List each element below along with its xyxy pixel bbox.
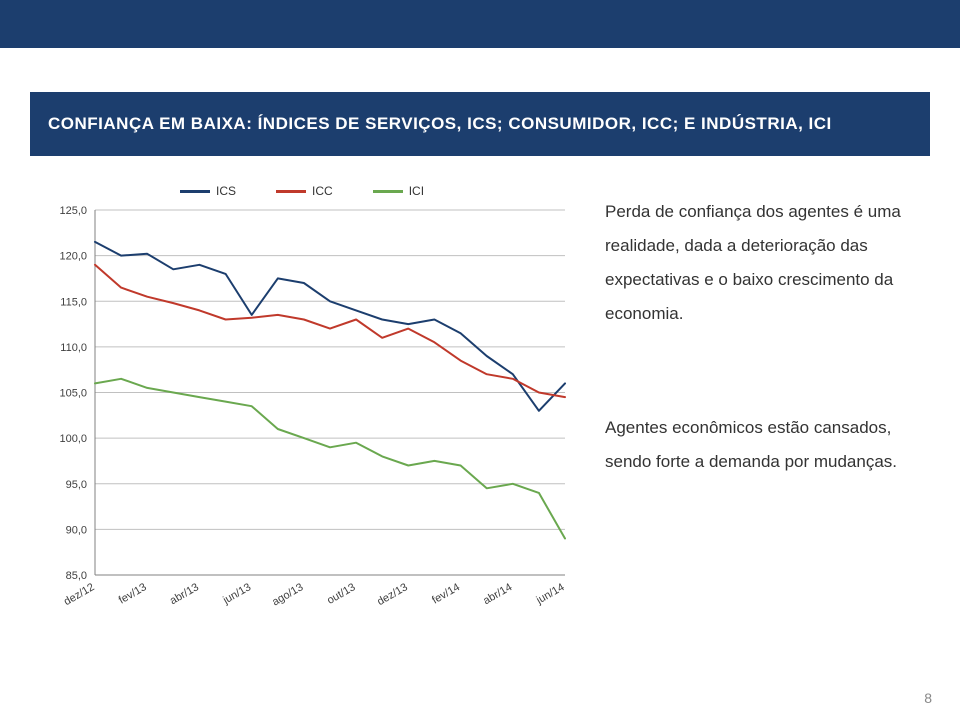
svg-text:dez/13: dez/13 — [375, 581, 410, 608]
svg-text:120,0: 120,0 — [59, 251, 87, 263]
commentary: Perda de confiança dos agentes é uma rea… — [605, 195, 925, 507]
line-chart: 85,0 90,0 95,0 100,0 105,0 110,0 115,0 120,0 125… — [45, 180, 575, 630]
svg-text:105,0: 105,0 — [59, 388, 87, 400]
page-title: CONFIANÇA EM BAIXA: ÍNDICES DE SERVIÇOS,… — [48, 114, 832, 134]
svg-text:fev/13: fev/13 — [117, 581, 149, 606]
svg-text:fev/14: fev/14 — [430, 581, 462, 606]
svg-text:125,0: 125,0 — [59, 205, 87, 217]
svg-text:90,0: 90,0 — [66, 524, 87, 536]
svg-text:100,0: 100,0 — [59, 433, 87, 445]
svg-text:115,0: 115,0 — [60, 296, 87, 308]
svg-text:ago/13: ago/13 — [270, 581, 305, 608]
svg-text:out/13: out/13 — [325, 581, 357, 607]
svg-text:abr/13: abr/13 — [168, 581, 201, 607]
svg-text:dez/12: dez/12 — [62, 581, 97, 608]
top-bar — [0, 0, 960, 48]
svg-text:95,0: 95,0 — [66, 479, 87, 491]
page-number: 8 — [924, 690, 932, 706]
svg-text:85,0: 85,0 — [66, 570, 87, 582]
svg-text:jun/14: jun/14 — [534, 581, 567, 607]
svg-text:abr/14: abr/14 — [481, 581, 514, 607]
svg-text:jun/13: jun/13 — [220, 581, 253, 607]
chart-container: 85,0 90,0 95,0 100,0 105,0 110,0 115,0 120,0 125… — [45, 180, 575, 630]
paragraph-2: Agentes econômicos estão cansados, sendo… — [605, 411, 925, 479]
svg-text:110,0: 110,0 — [60, 342, 87, 354]
title-band: CONFIANÇA EM BAIXA: ÍNDICES DE SERVIÇOS,… — [30, 92, 930, 156]
paragraph-1: Perda de confiança dos agentes é uma rea… — [605, 195, 925, 331]
